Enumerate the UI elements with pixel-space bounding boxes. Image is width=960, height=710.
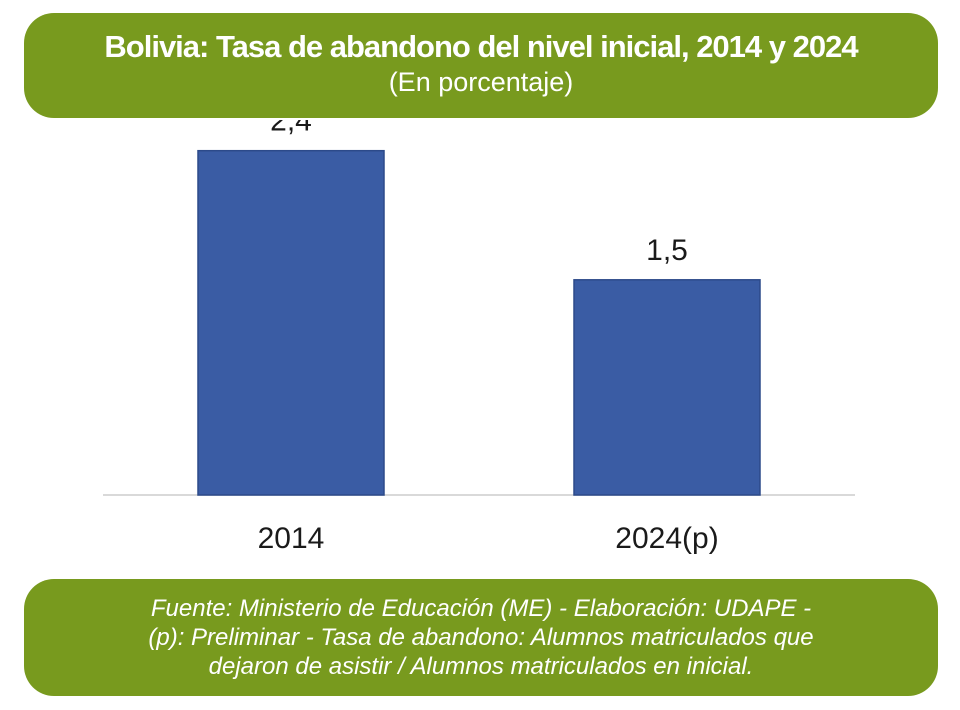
source-line-3: dejaron de asistir / Alumnos matriculado… [208,653,754,680]
chart-title: Bolivia: Tasa de abandono del nivel inic… [104,29,858,64]
source-line-1: Fuente: Ministerio de Educación (ME) - E… [150,595,812,622]
data-label-2024(p): 1,5 [646,234,688,267]
data-label-2014: 2,4 [270,120,312,138]
bar-chart: 2,4 2014 1,5 2024(p) [103,120,855,555]
chart-area: 2,4 2014 1,5 2024(p) [0,120,960,575]
source-line-2: (p): Preliminar - Tasa de abandono: Alum… [148,624,814,651]
x-tick-label-2024(p): 2024(p) [615,522,718,555]
chart-subtitle: (En porcentaje) [388,67,574,97]
bar-2014 [197,149,385,496]
title-banner: Bolivia: Tasa de abandono del nivel inic… [24,13,938,118]
bar-2024(p) [573,279,761,496]
source-banner: Fuente: Ministerio de Educación (ME) - E… [24,579,938,696]
x-tick-label-2014: 2014 [258,522,325,555]
